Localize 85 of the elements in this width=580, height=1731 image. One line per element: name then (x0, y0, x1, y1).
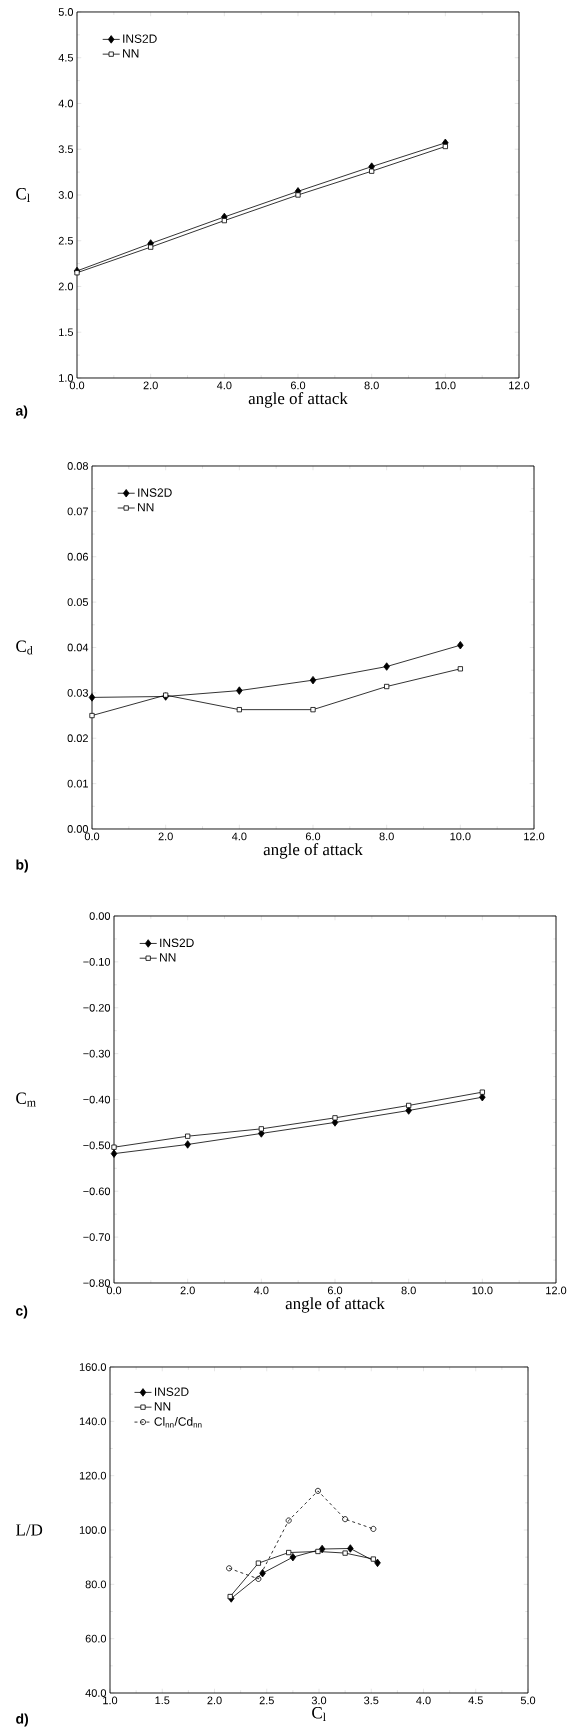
y-tick-label: 0.03 (67, 689, 88, 697)
y-tick-label: 3.0 (58, 191, 74, 199)
x-tick-label: 0.0 (84, 832, 100, 841)
y-tick-label: 80.0 (85, 1580, 107, 1589)
x-tick-label: 8.0 (379, 832, 394, 841)
x-tick-label: 6.0 (327, 1286, 343, 1295)
y-tick-label: −0.80 (83, 1279, 111, 1287)
x-axis-title: angle of attack (263, 843, 363, 859)
y-tick-label: 1.0 (59, 374, 74, 382)
x-tick-label: 3.5 (364, 1696, 379, 1705)
y-tick-label: 0.04 (67, 643, 89, 652)
legend-label: NN (160, 953, 176, 962)
x-tick-label: 0.0 (69, 381, 85, 390)
y-tick-label: −0.70 (83, 1233, 111, 1241)
x-tick-label: 4.0 (416, 1696, 431, 1705)
y-tick-label: −0.30 (83, 1049, 111, 1058)
y-tick-label: 4.5 (58, 53, 74, 62)
legend-label: NN (154, 1402, 171, 1411)
x-tick-label: 1.5 (155, 1696, 170, 1705)
x-tick-label: 2.0 (180, 1286, 195, 1295)
y-tick-label: 5.0 (58, 8, 74, 16)
y-tick-label: 0.00 (67, 825, 89, 833)
y-tick-label: 0.01 (67, 779, 88, 788)
x-tick-label: 2.0 (158, 832, 173, 841)
y-tick-label: 120.0 (79, 1471, 107, 1480)
x-tick-label: 10.0 (450, 832, 471, 841)
x-axis-title: angle of attack (248, 392, 348, 408)
y-tick-label: 0.05 (67, 598, 89, 606)
y-tick-label: 2.5 (58, 236, 74, 245)
y-tick-label: 0.02 (67, 734, 88, 743)
y-tick-label: 3.5 (58, 145, 74, 154)
y-axis-title: C$_{l}$ (16, 188, 30, 202)
y-tick-label: −0.40 (83, 1095, 111, 1104)
y-tick-label: 1.5 (59, 328, 74, 337)
x-tick-label: 5.0 (520, 1696, 536, 1705)
x-tick-label: 1.0 (103, 1696, 118, 1705)
legend-label: INS2D (123, 34, 157, 43)
y-tick-label: 0.08 (67, 462, 88, 470)
x-tick-label: 3.0 (311, 1696, 327, 1705)
x-tick-label: 8.0 (364, 381, 379, 390)
y-axis-title: L/D (16, 1524, 43, 1536)
x-tick-label: 6.0 (290, 381, 306, 390)
text: b) (16, 859, 28, 873)
x-tick-label: 10.0 (472, 1286, 493, 1295)
x-axis-title: angle of attack (285, 1297, 385, 1313)
legend-label: NN (138, 503, 154, 512)
x-tick-label: 2.0 (143, 381, 158, 390)
legend-label: INS2D (138, 488, 172, 497)
y-tick-label: −0.20 (83, 1003, 111, 1012)
x-axis-title: C$_{l}$ (312, 1707, 326, 1721)
y-tick-label: 0.07 (67, 507, 88, 516)
y-tick-label: −0.50 (83, 1141, 111, 1150)
y-tick-label: 0.00 (89, 912, 111, 920)
legend-label: NN (123, 49, 139, 58)
x-tick-label: 12.0 (509, 381, 530, 390)
x-tick-label: 12.0 (524, 832, 545, 841)
y-tick-label: 0.06 (67, 552, 88, 561)
y-tick-label: 100.0 (79, 1526, 107, 1534)
text: c) (16, 1305, 28, 1319)
x-tick-label: 4.0 (253, 1286, 269, 1295)
y-tick-label: 160.0 (79, 1363, 107, 1371)
x-tick-label: 4.0 (231, 832, 247, 841)
x-tick-label: 8.0 (401, 1286, 416, 1295)
y-axis-title: C$_{m}$ (16, 1092, 36, 1107)
y-tick-label: 4.0 (58, 99, 74, 108)
text: d) (16, 1713, 29, 1727)
y-tick-label: −0.10 (83, 958, 111, 966)
y-tick-label: 60.0 (85, 1634, 107, 1643)
legend-label: INS2D (160, 938, 194, 947)
y-tick-label: −0.60 (83, 1187, 111, 1196)
y-axis-title: C$_{d}$ (16, 640, 33, 655)
x-tick-label: 6.0 (305, 832, 321, 841)
x-tick-label: 10.0 (435, 381, 456, 390)
x-tick-label: 4.5 (468, 1696, 483, 1705)
x-tick-label: 0.0 (106, 1286, 122, 1295)
legend-label: Cl$_{nn}$/Cd$_{nn}$ (154, 1417, 202, 1428)
y-tick-label: 2.0 (58, 282, 74, 291)
x-tick-label: 2.0 (207, 1696, 222, 1705)
text: a) (15, 405, 28, 419)
y-tick-label: 40.0 (85, 1689, 107, 1697)
x-tick-label: 2.5 (259, 1696, 274, 1705)
legend-label: INS2D (155, 1387, 189, 1396)
y-tick-label: 140.0 (79, 1417, 107, 1426)
x-tick-label: 4.0 (216, 381, 232, 390)
x-tick-label: 12.0 (546, 1286, 567, 1295)
